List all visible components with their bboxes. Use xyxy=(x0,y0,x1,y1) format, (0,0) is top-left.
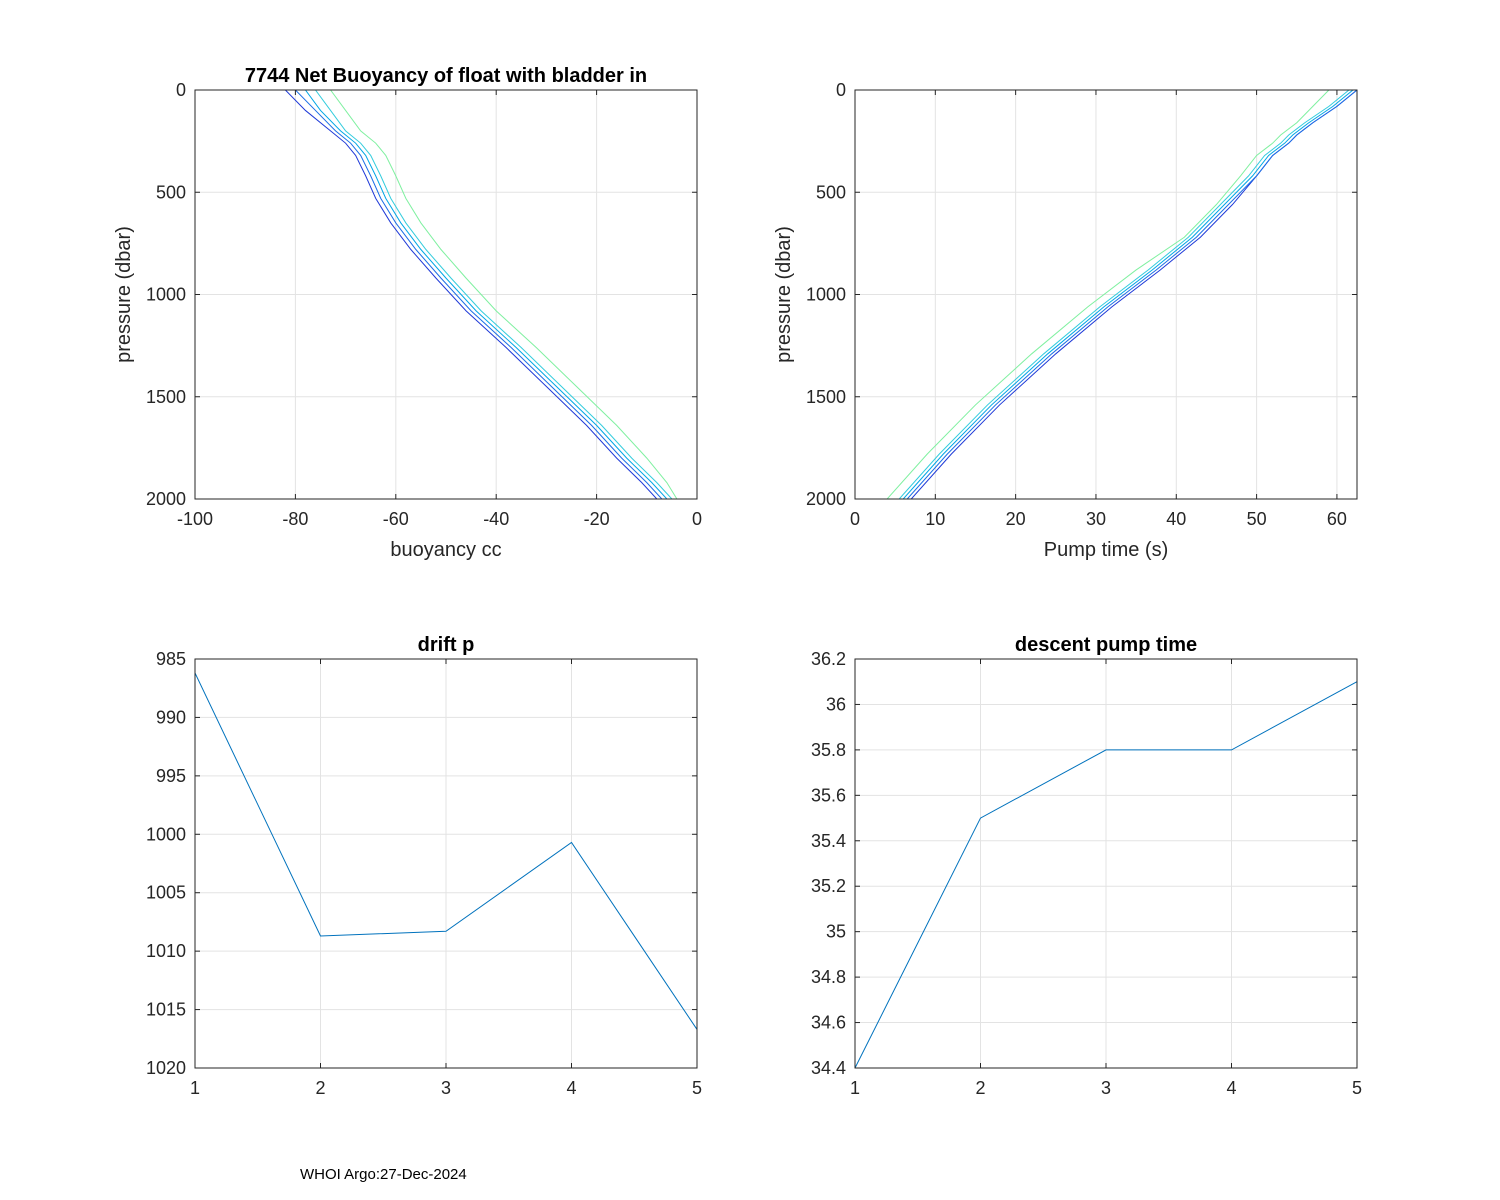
y-tick-label: 500 xyxy=(156,182,186,202)
x-axis-label: Pump time (s) xyxy=(1044,539,1168,561)
series-line-5 xyxy=(886,90,1330,499)
y-tick-label: 36.2 xyxy=(811,649,846,669)
y-tick-label: 2000 xyxy=(146,489,186,509)
y-tick-label: 985 xyxy=(156,649,186,669)
footer-text: WHOI Argo:27-Dec-2024 xyxy=(300,1166,467,1183)
y-tick-label: 0 xyxy=(176,80,186,100)
y-tick-label: 990 xyxy=(156,707,186,727)
series-group xyxy=(195,672,697,1030)
series-line-1 xyxy=(285,90,658,499)
chart-title: descent pump time xyxy=(1015,634,1197,656)
x-tick-label: 0 xyxy=(850,509,860,529)
y-tick-label: 1000 xyxy=(146,285,186,305)
chart-title: drift p xyxy=(418,634,475,656)
y-tick-label: 1015 xyxy=(146,1000,186,1020)
x-tick-label: 1 xyxy=(850,1078,860,1098)
x-tick-label: 0 xyxy=(692,509,702,529)
subplot-descent-pump-time: 1 2 3 4 5 34.4 34.6 34.8 35 35.2 35.4 35.6 35.8 36 36.… xyxy=(811,634,1362,1098)
x-tick-label: 3 xyxy=(441,1078,451,1098)
y-tick-label: 1500 xyxy=(146,387,186,407)
x-tick-label: 40 xyxy=(1166,509,1186,529)
y-tick-label: 36 xyxy=(826,694,846,714)
y-tick-label: 35.8 xyxy=(811,740,846,760)
x-tick-label: 10 xyxy=(925,509,945,529)
series-line-1 xyxy=(195,672,697,1030)
y-tick-label: 2000 xyxy=(806,489,846,509)
series-line-3 xyxy=(902,90,1354,499)
x-tick-label: 50 xyxy=(1247,509,1267,529)
y-tick-label: 35.6 xyxy=(811,785,846,805)
x-tick-label: 2 xyxy=(315,1078,325,1098)
y-tick-label: 1500 xyxy=(806,387,846,407)
series-line-4 xyxy=(898,90,1350,499)
series-line-3 xyxy=(305,90,668,499)
y-tick-label: 35 xyxy=(826,922,846,942)
x-tick-label: 5 xyxy=(692,1078,702,1098)
series-group xyxy=(285,90,678,499)
y-tick-label: 34.4 xyxy=(811,1058,846,1078)
y-axis-label: pressure (dbar) xyxy=(773,226,795,363)
y-tick-label: 1000 xyxy=(806,285,846,305)
y-tick-label: 34.6 xyxy=(811,1013,846,1033)
x-tick-label: 1 xyxy=(190,1078,200,1098)
y-tick-label: 500 xyxy=(816,182,846,202)
x-tick-label: 2 xyxy=(975,1078,985,1098)
chart-title: 7744 Net Buoyancy of float with bladder … xyxy=(245,65,647,87)
x-tick-label: 20 xyxy=(1006,509,1026,529)
y-tick-label: 1005 xyxy=(146,883,186,903)
x-tick-label: -60 xyxy=(383,509,409,529)
subplot-drift-p: 1 2 3 4 5 985 990 995 1000 1005 1010 1015 1020 drift … xyxy=(146,634,702,1098)
x-tick-label: 3 xyxy=(1101,1078,1111,1098)
subplot-pump-time: 0 10 20 30 40 50 60 0 500 1000 1500 2000 Pump time (… xyxy=(773,80,1358,561)
series-line-2 xyxy=(906,90,1357,499)
series-line-4 xyxy=(315,90,673,499)
series-line-2 xyxy=(295,90,663,499)
series-line-5 xyxy=(330,90,678,499)
x-tick-label: -100 xyxy=(177,509,213,529)
y-tick-label: 35.4 xyxy=(811,831,846,851)
series-line-1 xyxy=(855,681,1357,1068)
x-tick-label: -20 xyxy=(584,509,610,529)
x-tick-label: 60 xyxy=(1327,509,1347,529)
y-tick-label: 995 xyxy=(156,766,186,786)
x-axis-label: buoyancy cc xyxy=(390,539,501,561)
x-tick-label: 4 xyxy=(1226,1078,1236,1098)
x-tick-label: 4 xyxy=(566,1078,576,1098)
y-tick-label: 1020 xyxy=(146,1058,186,1078)
series-group xyxy=(886,90,1357,499)
y-tick-label: 34.8 xyxy=(811,967,846,987)
y-tick-label: 0 xyxy=(836,80,846,100)
y-tick-label: 35.2 xyxy=(811,876,846,896)
x-tick-label: 30 xyxy=(1086,509,1106,529)
y-tick-label: 1010 xyxy=(146,941,186,961)
x-tick-label: -80 xyxy=(282,509,308,529)
series-group xyxy=(855,681,1357,1068)
x-tick-label: -40 xyxy=(483,509,509,529)
x-tick-label: 5 xyxy=(1352,1078,1362,1098)
subplot-buoyancy: -100 -80 -60 -40 -20 0 0 500 1000 1500 2000 7744 Ne… xyxy=(113,65,702,561)
y-axis-label: pressure (dbar) xyxy=(113,226,135,363)
y-tick-label: 1000 xyxy=(146,824,186,844)
